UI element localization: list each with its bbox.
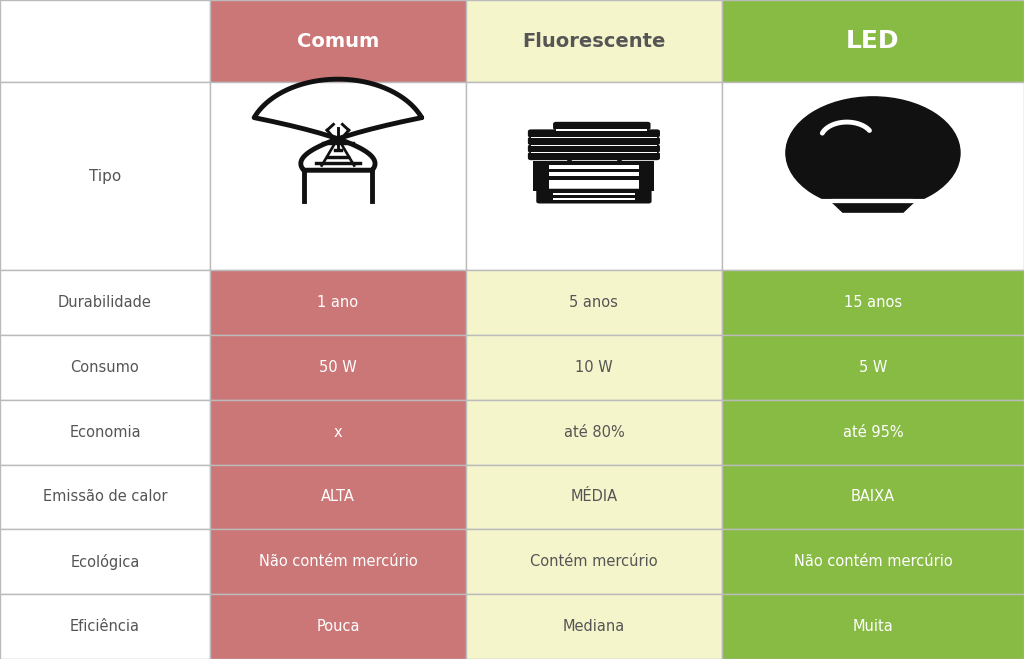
FancyBboxPatch shape [466, 335, 722, 400]
FancyBboxPatch shape [0, 82, 210, 270]
FancyBboxPatch shape [0, 270, 210, 335]
FancyBboxPatch shape [722, 529, 1024, 594]
Text: x: x [334, 424, 342, 440]
FancyBboxPatch shape [466, 400, 722, 465]
FancyBboxPatch shape [537, 188, 651, 204]
FancyBboxPatch shape [210, 0, 466, 82]
FancyBboxPatch shape [528, 137, 659, 145]
FancyBboxPatch shape [549, 172, 639, 176]
FancyBboxPatch shape [722, 465, 1024, 529]
FancyBboxPatch shape [722, 270, 1024, 335]
Text: 5 W: 5 W [859, 360, 887, 375]
FancyBboxPatch shape [466, 0, 722, 82]
FancyBboxPatch shape [210, 335, 466, 400]
Text: BAIXA: BAIXA [851, 490, 895, 505]
FancyBboxPatch shape [210, 594, 466, 659]
FancyBboxPatch shape [530, 152, 657, 154]
Text: Durabilidade: Durabilidade [58, 295, 152, 310]
FancyBboxPatch shape [534, 180, 549, 190]
Text: 1 ano: 1 ano [317, 295, 358, 310]
Text: 50 W: 50 W [319, 360, 356, 375]
FancyBboxPatch shape [0, 0, 210, 82]
FancyBboxPatch shape [534, 161, 654, 180]
Circle shape [786, 97, 961, 209]
FancyBboxPatch shape [0, 335, 210, 400]
FancyBboxPatch shape [210, 270, 466, 335]
Text: 15 anos: 15 anos [844, 295, 902, 310]
FancyBboxPatch shape [466, 594, 722, 659]
FancyBboxPatch shape [466, 465, 722, 529]
FancyBboxPatch shape [466, 270, 722, 335]
FancyBboxPatch shape [210, 529, 466, 594]
FancyBboxPatch shape [639, 180, 654, 190]
Text: Economia: Economia [70, 424, 140, 440]
FancyBboxPatch shape [0, 594, 210, 659]
Text: Emissão de calor: Emissão de calor [43, 490, 167, 505]
FancyBboxPatch shape [210, 400, 466, 465]
Text: Ecológica: Ecológica [71, 554, 139, 570]
Text: Muita: Muita [853, 619, 893, 634]
FancyBboxPatch shape [528, 129, 659, 138]
FancyBboxPatch shape [722, 82, 1024, 270]
Text: Fluorescente: Fluorescente [522, 32, 666, 51]
FancyBboxPatch shape [549, 165, 639, 169]
Text: MÉDIA: MÉDIA [570, 490, 617, 505]
FancyBboxPatch shape [0, 400, 210, 465]
FancyBboxPatch shape [466, 529, 722, 594]
FancyBboxPatch shape [553, 122, 650, 130]
Text: até 95%: até 95% [843, 424, 903, 440]
Text: Mediana: Mediana [563, 619, 625, 634]
Text: LED: LED [846, 29, 900, 53]
FancyBboxPatch shape [530, 144, 657, 146]
FancyBboxPatch shape [530, 137, 657, 138]
FancyBboxPatch shape [556, 129, 647, 130]
FancyBboxPatch shape [0, 529, 210, 594]
Text: Comum: Comum [297, 32, 379, 51]
Text: Contém mercúrio: Contém mercúrio [530, 554, 657, 569]
Text: Não contém mercúrio: Não contém mercúrio [794, 554, 952, 569]
FancyBboxPatch shape [722, 594, 1024, 659]
Text: Pouca: Pouca [316, 619, 359, 634]
FancyBboxPatch shape [528, 152, 659, 160]
FancyBboxPatch shape [553, 193, 635, 195]
FancyBboxPatch shape [553, 198, 635, 200]
FancyBboxPatch shape [0, 465, 210, 529]
FancyBboxPatch shape [466, 82, 722, 270]
FancyBboxPatch shape [210, 465, 466, 529]
Text: 5 anos: 5 anos [569, 295, 618, 310]
Text: ALTA: ALTA [321, 490, 355, 505]
Text: até 80%: até 80% [563, 424, 625, 440]
FancyBboxPatch shape [722, 0, 1024, 82]
Text: Não contém mercúrio: Não contém mercúrio [258, 554, 418, 569]
FancyBboxPatch shape [722, 400, 1024, 465]
Text: Consumo: Consumo [71, 360, 139, 375]
Text: 10 W: 10 W [575, 360, 612, 375]
FancyBboxPatch shape [528, 144, 659, 153]
FancyBboxPatch shape [722, 335, 1024, 400]
FancyBboxPatch shape [210, 82, 466, 270]
Polygon shape [829, 200, 916, 213]
Text: Eficiência: Eficiência [70, 619, 140, 634]
Text: Tipo: Tipo [89, 169, 121, 184]
